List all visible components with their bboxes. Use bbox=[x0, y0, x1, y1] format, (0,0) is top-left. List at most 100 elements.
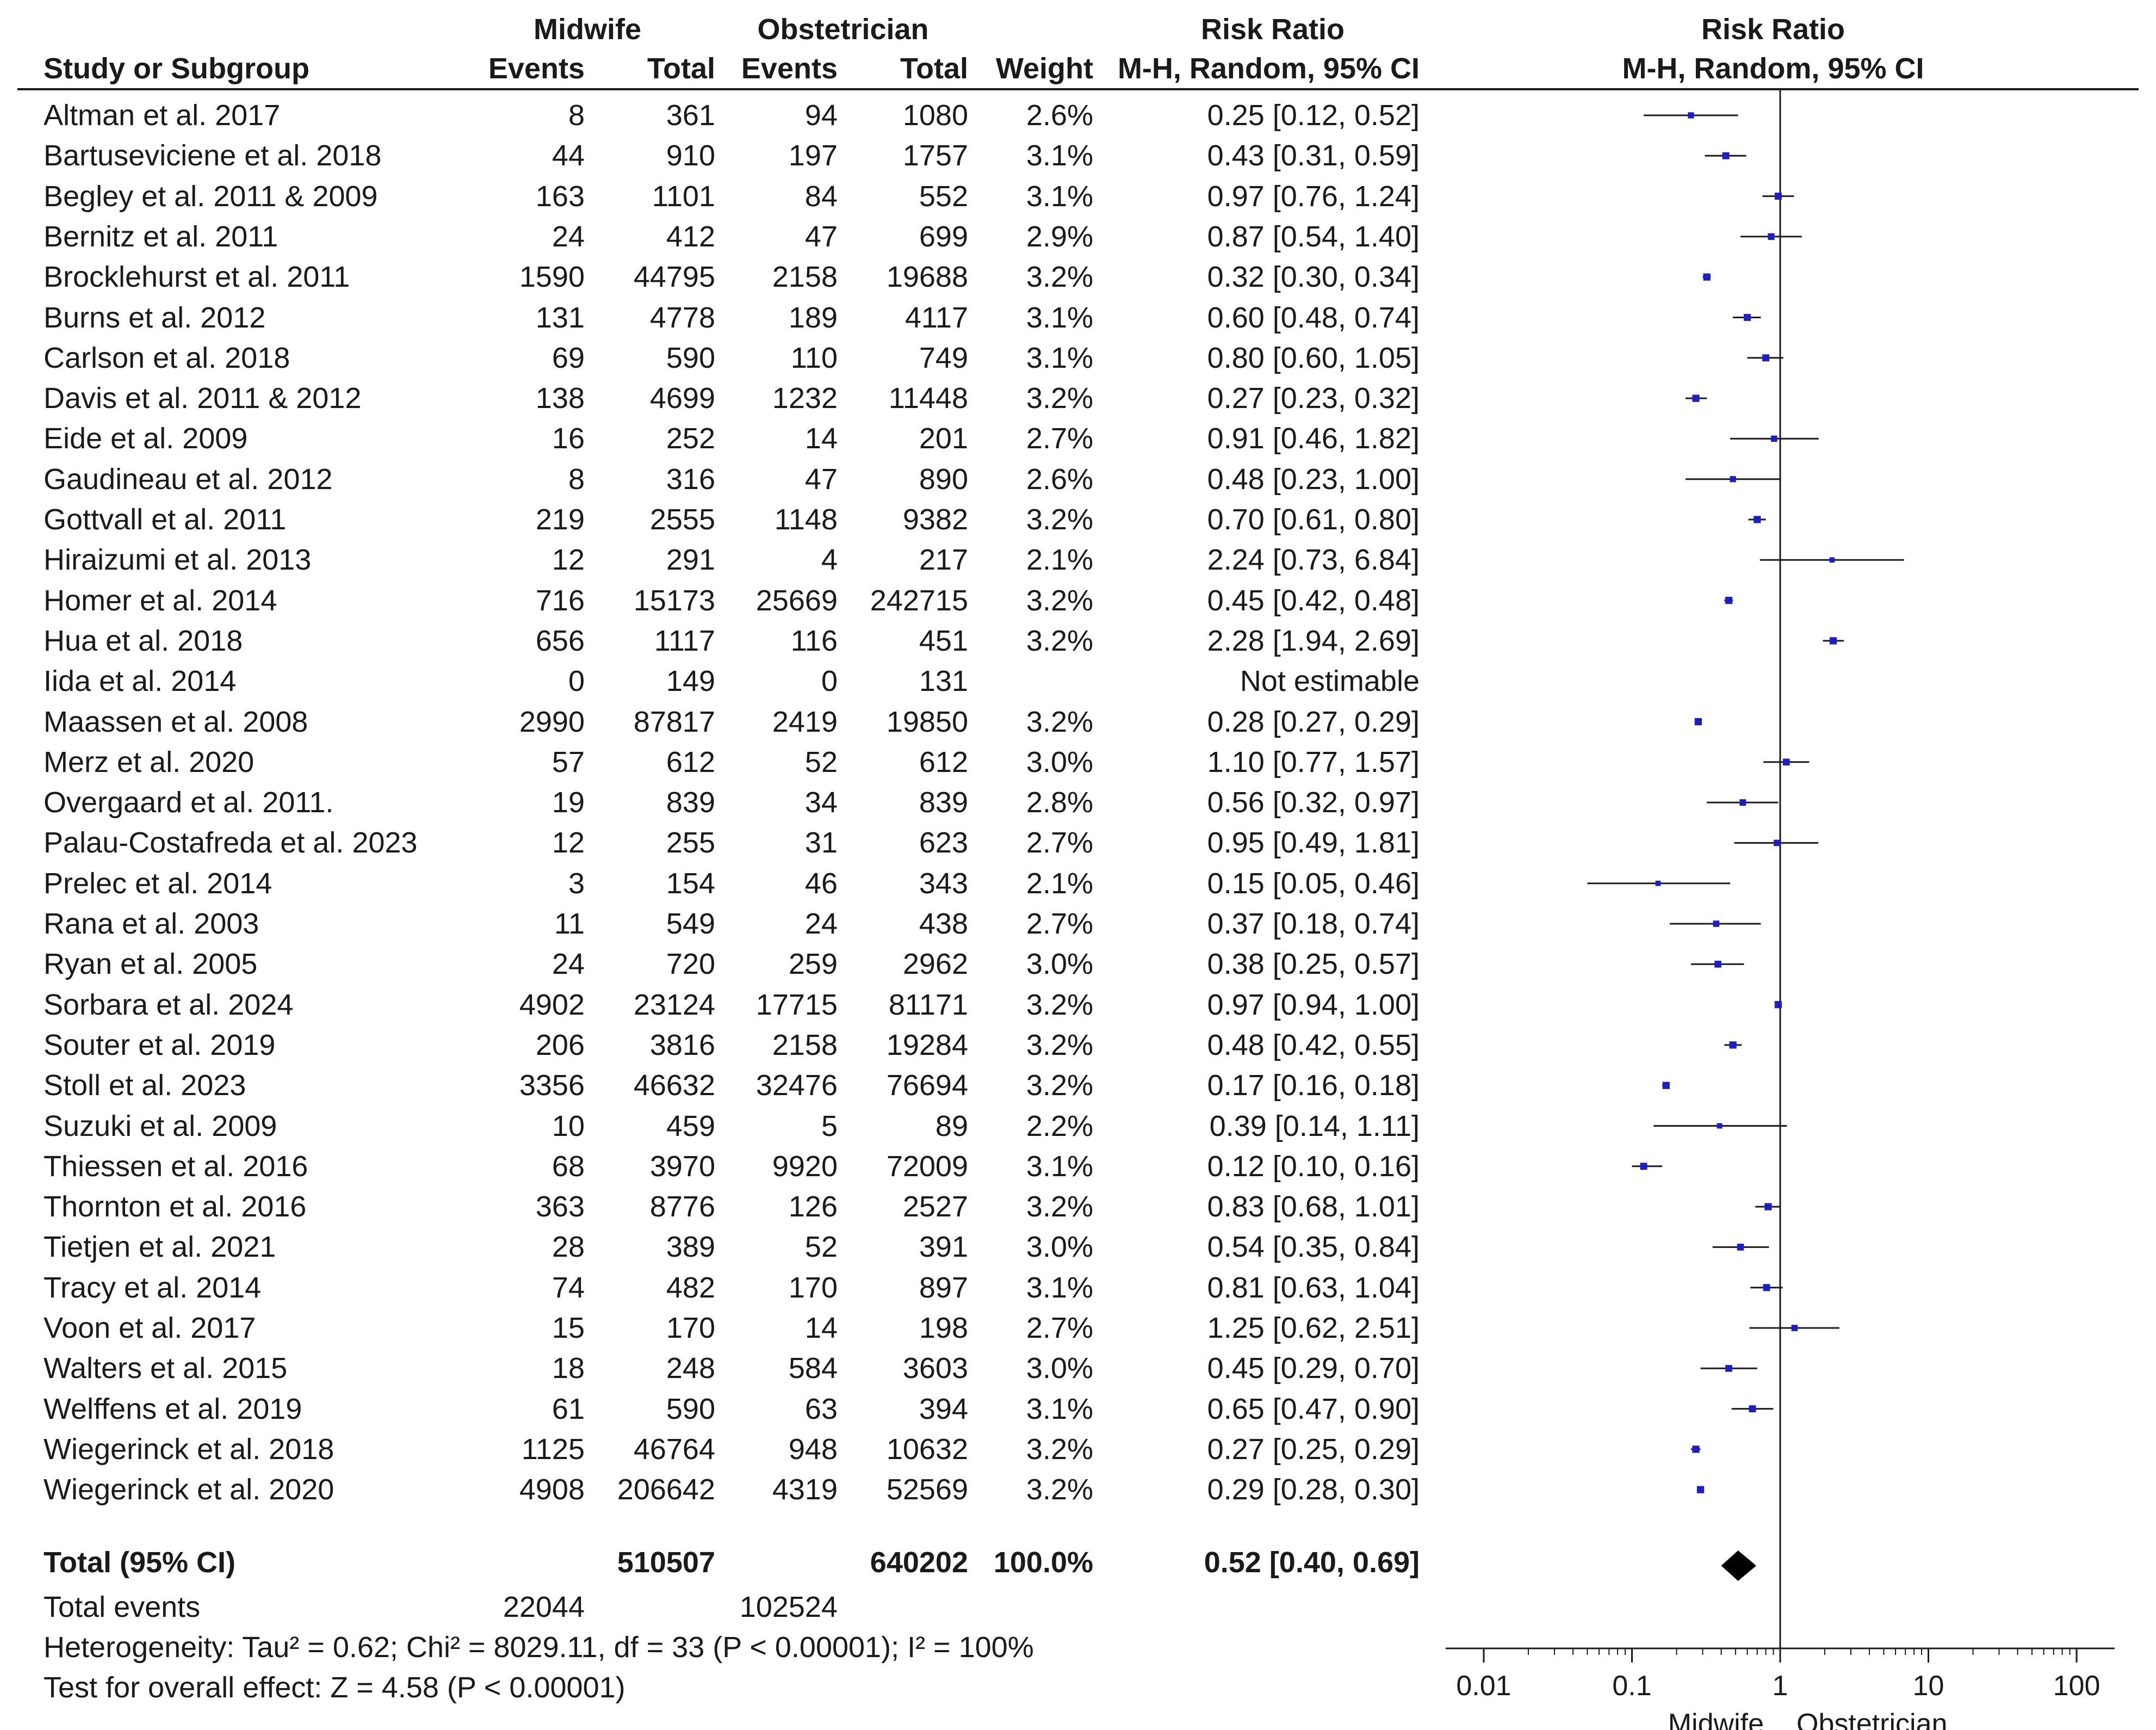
midwife-total: 46632 bbox=[633, 1069, 715, 1102]
weight-value: 2.9% bbox=[1026, 220, 1093, 253]
effect-marker bbox=[1714, 961, 1721, 968]
obstetrician-total: 749 bbox=[919, 341, 968, 374]
midwife-total: 15173 bbox=[633, 584, 715, 617]
obstetrician-total-header: Total bbox=[900, 52, 968, 85]
midwife-events-header: Events bbox=[488, 52, 585, 85]
favours-obstetrician-label: Obstetrician bbox=[1796, 1708, 1947, 1730]
weight-value: 2.6% bbox=[1026, 99, 1093, 132]
weight-value: 3.2% bbox=[1026, 624, 1093, 657]
risk-ratio-value: 0.27 [0.25, 0.29] bbox=[1207, 1432, 1420, 1466]
obstetrician-events: 25669 bbox=[755, 584, 838, 617]
obstetrician-total: 76694 bbox=[886, 1069, 968, 1102]
weight-value: 3.2% bbox=[1026, 1473, 1093, 1506]
x-tick-label: 10 bbox=[1913, 1670, 1944, 1702]
effect-marker bbox=[1703, 273, 1711, 281]
study-name: Iida et al. 2014 bbox=[44, 665, 237, 698]
risk-ratio-value: 0.97 [0.76, 1.24] bbox=[1207, 180, 1420, 213]
risk-ratio-value: 0.48 [0.42, 0.55] bbox=[1207, 1028, 1420, 1061]
weight-value: 3.2% bbox=[1026, 503, 1093, 536]
obstetrician-total: 1757 bbox=[902, 139, 968, 172]
weight-value: 3.2% bbox=[1026, 1069, 1093, 1102]
obstetrician-events: 46 bbox=[804, 867, 838, 900]
x-tick-label: 1 bbox=[1773, 1670, 1788, 1702]
obstetrician-events: 0 bbox=[821, 665, 838, 698]
obstetrician-total: 11448 bbox=[888, 382, 968, 415]
midwife-total: 8776 bbox=[649, 1190, 715, 1224]
weight-value: 3.2% bbox=[1026, 1028, 1093, 1061]
risk-ratio-value: 0.56 [0.32, 0.97] bbox=[1207, 786, 1420, 819]
risk-ratio-value: 0.80 [0.60, 1.05] bbox=[1207, 341, 1420, 374]
effect-marker bbox=[1725, 1365, 1732, 1372]
obstetrician-events: 2158 bbox=[772, 261, 838, 294]
risk-ratio-value: 0.70 [0.61, 0.80] bbox=[1207, 503, 1420, 536]
midwife-events: 1125 bbox=[521, 1432, 585, 1466]
x-tick-label: 0.01 bbox=[1456, 1670, 1511, 1702]
weight-value: 3.2% bbox=[1026, 705, 1093, 738]
midwife-events: 8 bbox=[568, 462, 585, 496]
weight-value: 2.7% bbox=[1026, 826, 1093, 860]
obstetrician-total: 81171 bbox=[888, 988, 968, 1021]
midwife-total: 170 bbox=[666, 1312, 715, 1344]
weight-value: 3.0% bbox=[1026, 1352, 1093, 1385]
midwife-events: 0 bbox=[568, 665, 585, 698]
study-name: Bartuseviciene et al. 2018 bbox=[44, 139, 382, 172]
effect-marker bbox=[1688, 112, 1694, 119]
weight-header: Weight bbox=[996, 52, 1093, 85]
weight-value: 3.1% bbox=[1026, 1271, 1093, 1304]
study-name: Palau-Costafreda et al. 2023 bbox=[44, 826, 418, 860]
obstetrician-events: 4 bbox=[821, 543, 838, 577]
midwife-total: 149 bbox=[666, 665, 715, 698]
effect-marker bbox=[1754, 516, 1761, 523]
effect-marker bbox=[1692, 394, 1700, 402]
obstetrician-total: 201 bbox=[919, 422, 968, 455]
obstetrician-events: 259 bbox=[788, 948, 838, 981]
midwife-total: 1117 bbox=[654, 624, 715, 657]
midwife-events: 12 bbox=[552, 543, 585, 577]
obstetrician-total: 3603 bbox=[902, 1352, 968, 1385]
weight-value: 2.6% bbox=[1026, 462, 1093, 496]
obstetrician-events: 52 bbox=[804, 745, 838, 778]
weight-value: 3.2% bbox=[1026, 261, 1093, 294]
weight-value: 3.0% bbox=[1026, 948, 1093, 981]
obstetrician-total: 2962 bbox=[902, 948, 968, 981]
obstetrician-total: 897 bbox=[919, 1271, 968, 1304]
obstetrician-total: 198 bbox=[919, 1312, 968, 1344]
obstetrician-events: 52 bbox=[804, 1231, 838, 1264]
weight-value: 2.7% bbox=[1026, 907, 1093, 940]
risk-ratio-value: 0.39 [0.14, 1.11] bbox=[1209, 1109, 1420, 1142]
weight-value: 3.1% bbox=[1026, 1150, 1093, 1183]
midwife-events: 1590 bbox=[519, 261, 585, 294]
study-name: Sorbara et al. 2024 bbox=[44, 988, 294, 1021]
obstetrician-events: 34 bbox=[804, 786, 838, 819]
midwife-total: 3970 bbox=[649, 1150, 715, 1183]
effect-marker bbox=[1655, 880, 1661, 886]
weight-value: 3.2% bbox=[1026, 1432, 1093, 1466]
obstetrician-events: 24 bbox=[804, 907, 838, 940]
midwife-total: 4699 bbox=[649, 382, 715, 415]
effect-marker bbox=[1829, 557, 1835, 563]
weight-value: 2.1% bbox=[1026, 543, 1093, 577]
total-risk-ratio: 0.52 [0.40, 0.69] bbox=[1204, 1546, 1420, 1579]
obstetrician-total: 391 bbox=[919, 1231, 968, 1264]
effect-marker bbox=[1717, 1123, 1723, 1129]
weight-value: 3.1% bbox=[1026, 139, 1093, 172]
plot-subtitle: M-H, Random, 95% CI bbox=[1622, 52, 1924, 85]
effect-marker bbox=[1782, 758, 1790, 766]
midwife-total: 3816 bbox=[649, 1028, 715, 1061]
risk-ratio-value: 1.10 [0.77, 1.57] bbox=[1207, 745, 1420, 778]
obstetrician-total: 72009 bbox=[886, 1150, 968, 1183]
weight-value: 2.1% bbox=[1026, 867, 1093, 900]
effect-marker bbox=[1774, 1000, 1782, 1009]
study-name: Brocklehurst et al. 2011 bbox=[44, 261, 350, 294]
midwife-events: 206 bbox=[535, 1028, 585, 1061]
midwife-events: 24 bbox=[552, 220, 585, 253]
risk-ratio-column-header: Risk Ratio bbox=[1200, 13, 1345, 46]
study-name: Eide et al. 2009 bbox=[44, 422, 248, 455]
midwife-events: 69 bbox=[552, 341, 585, 374]
obstetrician-total: 839 bbox=[919, 786, 968, 819]
obstetrician-events: 31 bbox=[804, 826, 838, 860]
obstetrician-events-header: Events bbox=[741, 52, 838, 85]
obstetrician-total: 19284 bbox=[886, 1028, 968, 1061]
effect-marker bbox=[1763, 1284, 1770, 1292]
midwife-total: 23124 bbox=[633, 988, 715, 1021]
